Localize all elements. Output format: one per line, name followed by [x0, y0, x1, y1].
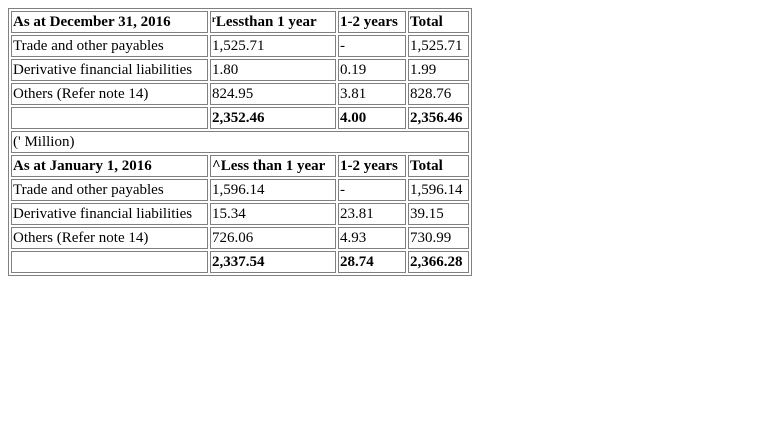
section2-header-1-2-years: 1-2 years — [338, 155, 406, 177]
total-value: 2,356.46 — [408, 107, 469, 129]
total-label — [11, 251, 208, 273]
cell-value: - — [338, 35, 406, 57]
total-value: 28.74 — [338, 251, 406, 273]
table-row: Trade and other payables 1,525.71 - 1,52… — [11, 35, 469, 57]
cell-value: 4.93 — [338, 227, 406, 249]
total-value: 4.00 — [338, 107, 406, 129]
cell-value: 828.76 — [408, 83, 469, 105]
cell-value: 1,525.71 — [210, 35, 336, 57]
unit-note-row: (' Million) — [11, 131, 469, 153]
table-row: Others (Refer note 14) 824.95 3.81 828.7… — [11, 83, 469, 105]
row-label: Derivative financial liabilities — [11, 203, 208, 225]
total-label — [11, 107, 208, 129]
table-row: Trade and other payables 1,596.14 - 1,59… — [11, 179, 469, 201]
cell-value: 1.80 — [210, 59, 336, 81]
row-label: Derivative financial liabilities — [11, 59, 208, 81]
cell-value: 726.06 — [210, 227, 336, 249]
section2-total-row: 2,337.54 28.74 2,366.28 — [11, 251, 469, 273]
cell-value: 1,525.71 — [408, 35, 469, 57]
row-label: Trade and other payables — [11, 179, 208, 201]
table-row: Derivative financial liabilities 15.34 2… — [11, 203, 469, 225]
section2-header-date: As at January 1, 2016 — [11, 155, 208, 177]
section2-header-less-than-1-year: ^Less than 1 year — [210, 155, 336, 177]
cell-value: - — [338, 179, 406, 201]
cell-value: 0.19 — [338, 59, 406, 81]
unit-note: (' Million) — [11, 131, 469, 153]
section2-header-row: As at January 1, 2016 ^Less than 1 year … — [11, 155, 469, 177]
row-label: Others (Refer note 14) — [11, 83, 208, 105]
section1-header-date: As at December 31, 2016 — [11, 11, 208, 33]
cell-value: 1,596.14 — [210, 179, 336, 201]
row-label: Others (Refer note 14) — [11, 227, 208, 249]
cell-value: 39.15 — [408, 203, 469, 225]
row-label: Trade and other payables — [11, 35, 208, 57]
cell-value: 15.34 — [210, 203, 336, 225]
section2-header-total: Total — [408, 155, 469, 177]
total-value: 2,366.28 — [408, 251, 469, 273]
section1-header-total: Total — [408, 11, 469, 33]
financial-liabilities-table: As at December 31, 2016 ʳLessthan 1 year… — [8, 8, 472, 276]
cell-value: 1.99 — [408, 59, 469, 81]
cell-value: 730.99 — [408, 227, 469, 249]
cell-value: 1,596.14 — [408, 179, 469, 201]
cell-value: 3.81 — [338, 83, 406, 105]
cell-value: 23.81 — [338, 203, 406, 225]
total-value: 2,337.54 — [210, 251, 336, 273]
total-value: 2,352.46 — [210, 107, 336, 129]
section1-header-1-2-years: 1-2 years — [338, 11, 406, 33]
section1-header-row: As at December 31, 2016 ʳLessthan 1 year… — [11, 11, 469, 33]
section1-total-row: 2,352.46 4.00 2,356.46 — [11, 107, 469, 129]
table-row: Derivative financial liabilities 1.80 0.… — [11, 59, 469, 81]
section1-header-less-than-1-year: ʳLessthan 1 year — [210, 11, 336, 33]
cell-value: 824.95 — [210, 83, 336, 105]
table-row: Others (Refer note 14) 726.06 4.93 730.9… — [11, 227, 469, 249]
